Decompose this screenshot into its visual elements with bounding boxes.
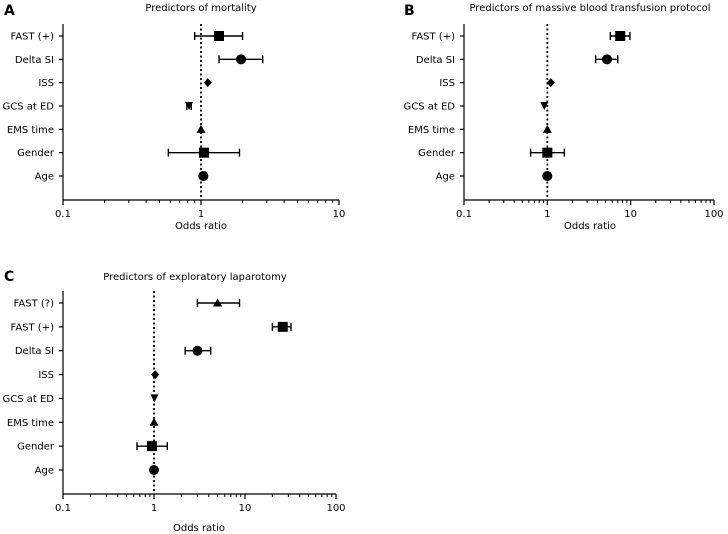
odds-ratio-point [146, 441, 157, 452]
category-label: ISS [439, 78, 455, 89]
odds-ratio-point [151, 370, 160, 380]
x-tick-label: 10 [239, 503, 252, 514]
odds-ratio-point [615, 31, 626, 41]
category-label: FAST (+) [11, 32, 55, 43]
x-tick-label: 10 [333, 209, 346, 220]
odds-ratio-point [213, 31, 224, 41]
category-label: Gender [17, 442, 55, 453]
x-tick-label: 100 [704, 209, 723, 220]
category-label: Delta SI [15, 55, 54, 66]
category-label: Gender [418, 148, 456, 159]
x-tick-label: 1 [544, 209, 550, 220]
odds-ratio-point [185, 102, 194, 110]
category-label: Delta SI [416, 55, 455, 66]
panel-c: C Predictors of exploratory laparotomy O… [2, 269, 345, 534]
odds-ratio-point [213, 298, 223, 307]
panel-a-x-axis-label: Odds ratio [175, 221, 227, 232]
category-label: Age [35, 172, 54, 183]
category-label: EMS time [7, 418, 54, 429]
panel-c-letter: C [4, 269, 14, 285]
odds-ratio-point [540, 102, 549, 110]
odds-ratio-point [602, 54, 613, 65]
panel-a-letter: A [4, 3, 15, 19]
category-label: ISS [38, 370, 54, 381]
panel-b-letter: B [404, 3, 415, 19]
panel-a-title: Predictors of mortality [145, 3, 256, 14]
category-label: Age [436, 172, 455, 183]
category-label: FAST (?) [14, 299, 55, 310]
category-label: EMS time [7, 125, 54, 136]
odds-ratio-point [149, 417, 159, 426]
odds-ratio-point [542, 171, 553, 181]
odds-ratio-point [236, 54, 247, 65]
odds-ratio-point [203, 78, 212, 88]
category-label: FAST (+) [11, 322, 55, 333]
odds-ratio-point [198, 171, 209, 181]
odds-ratio-point [277, 321, 288, 332]
x-tick-label: 100 [326, 503, 345, 514]
x-tick-label: 10 [624, 209, 637, 220]
x-tick-label: 0.1 [55, 209, 71, 220]
odds-ratio-point [542, 147, 553, 158]
category-label: Delta SI [15, 346, 54, 357]
panel-c-title: Predictors of exploratory laparotomy [103, 272, 287, 283]
x-tick-label: 0.1 [456, 209, 472, 220]
panel-b-x-axis-label: Odds ratio [564, 221, 616, 232]
panel-b-title: Predictors of massive blood transfusion … [469, 3, 710, 14]
panel-c-x-axis-label: Odds ratio [173, 523, 225, 534]
odds-ratio-point [542, 124, 552, 133]
category-label: FAST (+) [412, 32, 456, 43]
category-label: EMS time [408, 125, 455, 136]
x-tick-label: 1 [151, 503, 157, 514]
panel-b: B Predictors of massive blood transfusio… [403, 3, 723, 232]
odds-ratio-point [198, 147, 209, 158]
odds-ratio-point [149, 465, 159, 475]
panel-a: A Predictors of mortality Odds ratio 0.1… [2, 3, 345, 232]
category-label: GCS at ED [2, 394, 54, 405]
x-tick-label: 1 [198, 209, 204, 220]
odds-ratio-point [196, 124, 206, 133]
odds-ratio-point [546, 78, 555, 88]
category-label: Age [35, 466, 54, 477]
category-label: GCS at ED [403, 102, 455, 113]
odds-ratio-point [192, 345, 203, 356]
category-label: ISS [38, 78, 54, 89]
category-label: GCS at ED [2, 102, 54, 113]
odds-ratio-point [150, 394, 159, 403]
x-tick-label: 0.1 [55, 503, 71, 514]
category-label: Gender [17, 148, 55, 159]
